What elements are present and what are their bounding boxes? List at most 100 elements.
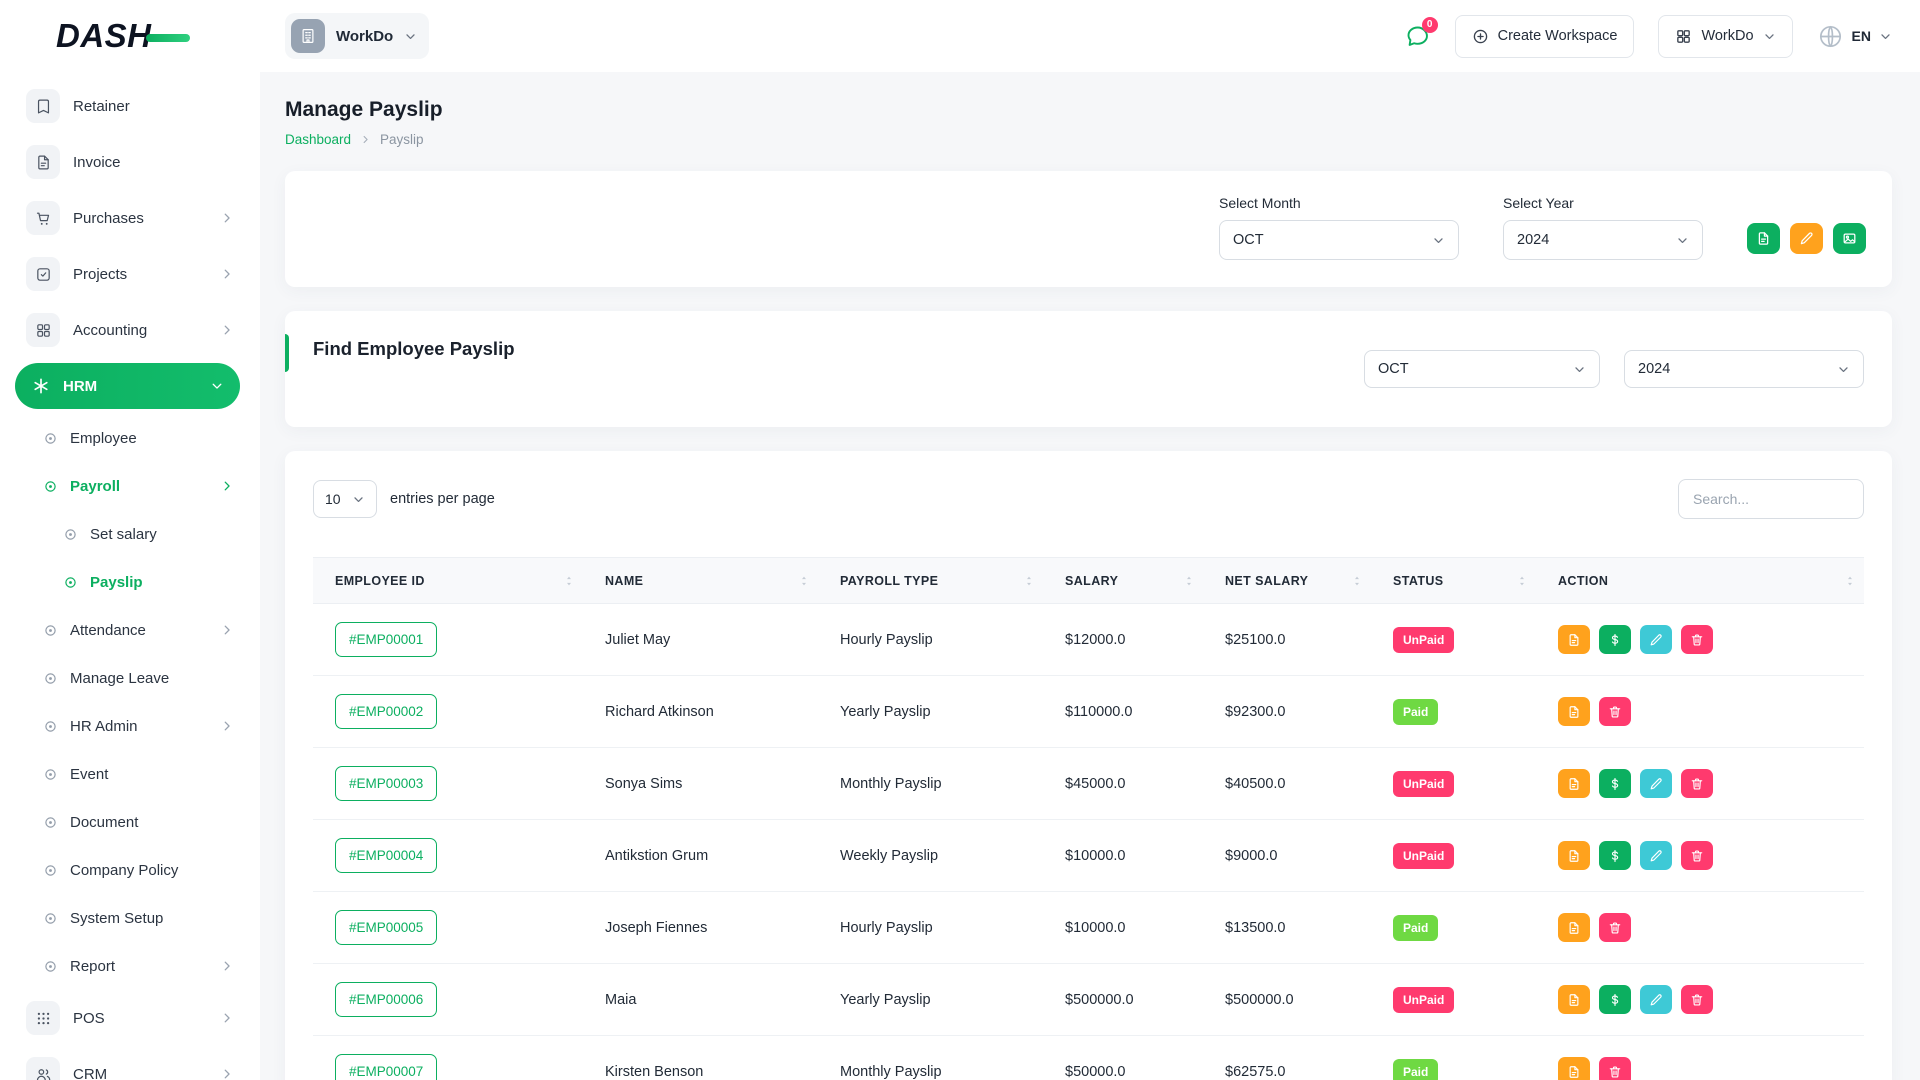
column-header-name[interactable]: NAME [583, 557, 818, 604]
language-selector[interactable]: EN [1817, 23, 1892, 50]
employee-id-chip[interactable]: #EMP00006 [335, 982, 438, 1017]
payroll-type-cell: Yearly Payslip [818, 963, 1043, 1036]
column-header-action[interactable]: ACTION [1536, 557, 1864, 604]
column-header-net-salary[interactable]: NET SALARY [1203, 557, 1371, 604]
pencil-action-button[interactable] [1790, 223, 1823, 254]
circle-dot-icon [62, 574, 79, 591]
month-select[interactable]: OCT [1219, 220, 1459, 260]
chevron-right-icon [220, 323, 234, 337]
file-action-button[interactable] [1558, 769, 1590, 798]
sidebar-item-payroll[interactable]: Payroll [0, 462, 260, 510]
find-payslip-selects: OCT 2024 [1364, 350, 1864, 388]
image-action-button[interactable] [1833, 223, 1866, 254]
sidebar-item-purchases[interactable]: Purchases [0, 190, 260, 246]
table-row: #EMP00001 Juliet May Hourly Payslip $12000.… [313, 603, 1864, 676]
file-action-button[interactable] [1558, 625, 1590, 654]
dollar-action-button[interactable] [1599, 625, 1631, 654]
employee-id-chip[interactable]: #EMP00004 [335, 838, 438, 873]
employee-id-chip[interactable]: #EMP00002 [335, 694, 438, 729]
breadcrumb-dashboard-link[interactable]: Dashboard [285, 132, 352, 147]
chevron-right-icon [220, 479, 234, 493]
column-header-payroll-type[interactable]: PAYROLL TYPE [818, 557, 1043, 604]
trash-action-button[interactable] [1681, 841, 1713, 870]
column-header-status[interactable]: STATUS [1371, 557, 1536, 604]
pencil-action-button[interactable] [1640, 841, 1672, 870]
sidebar-item-hr-admin[interactable]: HR Admin [0, 702, 260, 750]
circle-dot-icon [42, 478, 59, 495]
search-input[interactable] [1678, 479, 1864, 519]
circle-dot-icon [42, 622, 59, 639]
sidebar-item-accounting[interactable]: Accounting [0, 302, 260, 358]
hrm-icon [31, 376, 51, 396]
status-cell: Paid [1371, 1035, 1536, 1080]
sort-icon [797, 574, 811, 588]
net-salary-cell: $92300.0 [1203, 675, 1371, 748]
dollar-action-button[interactable] [1599, 841, 1631, 870]
file-action-button[interactable] [1558, 697, 1590, 726]
action-cell [1536, 675, 1864, 748]
brand-logo[interactable]: DASH [0, 0, 260, 72]
table-header-row: EMPLOYEE ID NAME PAYROLL TYPE SALARY NET SAL… [313, 557, 1864, 604]
workspace-switcher[interactable]: WorkDo [285, 13, 430, 59]
employee-id-chip[interactable]: #EMP00005 [335, 910, 438, 945]
sidebar-item-manage-leave[interactable]: Manage Leave [0, 654, 260, 702]
trash-action-button[interactable] [1599, 913, 1631, 942]
sidebar-item-employee[interactable]: Employee [0, 414, 260, 462]
sidebar-item-set-salary[interactable]: Set salary [0, 510, 260, 558]
sort-icon [1843, 574, 1857, 588]
page-size-select[interactable]: 10 [313, 480, 377, 518]
circle-dot-icon [42, 430, 59, 447]
sidebar-item-retainer[interactable]: Retainer [0, 78, 260, 134]
column-header-salary[interactable]: SALARY [1043, 557, 1203, 604]
file-action-button[interactable] [1558, 985, 1590, 1014]
trash-icon [1690, 633, 1704, 647]
purchases-icon [26, 201, 60, 235]
sidebar-item-report[interactable]: Report [0, 942, 260, 990]
employee-id-chip[interactable]: #EMP00001 [335, 622, 438, 657]
file-action-button[interactable] [1558, 841, 1590, 870]
trash-action-button[interactable] [1599, 1057, 1631, 1080]
sidebar-item-crm[interactable]: CRM [0, 1046, 260, 1080]
pencil-action-button[interactable] [1640, 769, 1672, 798]
sidebar-item-hrm[interactable]: HRM [15, 363, 240, 409]
sidebar-item-event[interactable]: Event [0, 750, 260, 798]
sidebar-item-document[interactable]: Document [0, 798, 260, 846]
workdo-apps-button[interactable]: WorkDo [1658, 14, 1793, 58]
pencil-action-button[interactable] [1640, 625, 1672, 654]
trash-action-button[interactable] [1681, 625, 1713, 654]
file-action-button[interactable] [1558, 1057, 1590, 1080]
sidebar-item-attendance[interactable]: Attendance [0, 606, 260, 654]
employee-id-chip[interactable]: #EMP00007 [335, 1054, 438, 1080]
sidebar-item-pos[interactable]: POS [0, 990, 260, 1046]
payslip-filter-card: Select Month OCT Select Year 2024 [285, 171, 1892, 287]
payroll-type-cell: Weekly Payslip [818, 819, 1043, 892]
column-header-employee-id[interactable]: EMPLOYEE ID [313, 557, 583, 604]
file-action-button[interactable] [1558, 913, 1590, 942]
messages-button[interactable]: 0 [1404, 16, 1438, 50]
sidebar-item-payslip[interactable]: Payslip [0, 558, 260, 606]
file-icon [1567, 921, 1581, 935]
find-year-select[interactable]: 2024 [1624, 350, 1864, 388]
status-badge: Paid [1393, 914, 1439, 941]
trash-action-button[interactable] [1681, 985, 1713, 1014]
dollar-action-button[interactable] [1599, 769, 1631, 798]
create-workspace-button[interactable]: Create Workspace [1454, 14, 1635, 58]
chat-badge: 0 [1421, 16, 1438, 33]
trash-action-button[interactable] [1681, 769, 1713, 798]
salary-cell: $50000.0 [1043, 1035, 1203, 1080]
sidebar-item-system-setup[interactable]: System Setup [0, 894, 260, 942]
employee-id-cell: #EMP00007 [313, 1035, 583, 1080]
sidebar-item-projects[interactable]: Projects [0, 246, 260, 302]
pencil-action-button[interactable] [1640, 985, 1672, 1014]
employee-id-chip[interactable]: #EMP00003 [335, 766, 438, 801]
sidebar-item-invoice[interactable]: Invoice [0, 134, 260, 190]
file-icon [1567, 1065, 1581, 1079]
file-action-button[interactable] [1747, 223, 1780, 254]
breadcrumb-current: Payslip [380, 132, 424, 147]
year-select[interactable]: 2024 [1503, 220, 1703, 260]
main-column: WorkDo 0 Create Workspace WorkDo EN [260, 0, 1920, 1080]
find-month-select[interactable]: OCT [1364, 350, 1600, 388]
trash-action-button[interactable] [1599, 697, 1631, 726]
dollar-action-button[interactable] [1599, 985, 1631, 1014]
sidebar-item-company-policy[interactable]: Company Policy [0, 846, 260, 894]
